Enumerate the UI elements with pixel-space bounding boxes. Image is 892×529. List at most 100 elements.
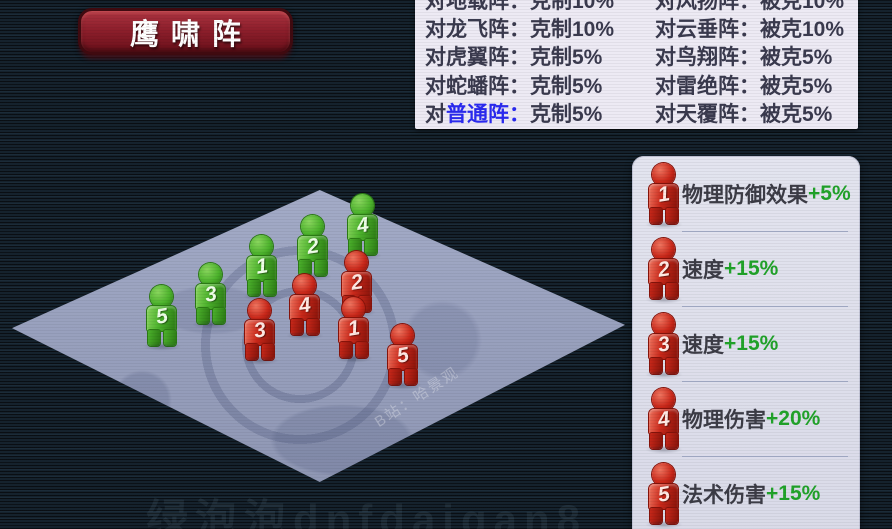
- counter-row: 对风扬阵：被克10%: [655, 0, 844, 16]
- formation-name: 风扬阵: [676, 0, 739, 13]
- effect-item-1: 1 物理防御效果 +5%: [632, 156, 860, 231]
- soldier-legs: [291, 319, 319, 335]
- soldier-head: [301, 215, 324, 238]
- counter-result: 被克5%: [760, 46, 833, 70]
- effect-text: 物理防御效果 +5%: [682, 156, 851, 231]
- soldier-legs: [650, 358, 678, 374]
- soldier-head: [351, 194, 374, 217]
- soldier-number: 5: [154, 304, 170, 329]
- formation-name: 雷绝阵: [676, 74, 739, 98]
- green-soldier-5[interactable]: 5: [142, 285, 182, 351]
- soldier-head: [342, 297, 365, 320]
- soldier-number: 3: [252, 318, 268, 343]
- soldier-number: 4: [355, 213, 371, 238]
- counter-result: 被克10%: [760, 18, 845, 42]
- soldier-number: 3: [656, 332, 672, 357]
- effect-text: 物理伤害 +20%: [682, 381, 820, 456]
- counter-column-disadvantage: 对风扬阵：被克10% 对云垂阵：被克10% 对鸟翔阵：被克5% 对雷绝阵：被克5…: [655, 0, 844, 129]
- soldier-head: [652, 388, 675, 411]
- soldier-legs: [246, 344, 274, 360]
- formation-name: 云垂阵: [676, 18, 739, 42]
- counter-result: 被克5%: [760, 102, 833, 126]
- soldier-legs: [248, 280, 276, 296]
- red-soldier-3[interactable]: 3: [240, 299, 280, 365]
- counter-result: 克制10%: [530, 0, 615, 13]
- soldier-number: 4: [656, 407, 672, 432]
- green-soldier-4[interactable]: 4: [343, 194, 383, 260]
- soldier-head: [199, 263, 222, 286]
- soldier-head: [652, 463, 675, 486]
- formation-name: 虎翼阵: [446, 46, 509, 70]
- soldier-torso: [245, 320, 274, 345]
- bottom-watermark: 绿泡泡dnfdaiqan8: [146, 496, 588, 529]
- soldier-legs: [650, 283, 678, 299]
- counter-row: 对云垂阵：被克10%: [655, 18, 845, 42]
- formation-name: 鸟翔阵: [676, 46, 739, 70]
- soldier-number: 2: [656, 257, 672, 282]
- soldier-torso: [388, 345, 417, 370]
- soldier-head: [293, 274, 316, 297]
- soldier-number: 1: [656, 182, 672, 207]
- effect-text: 速度 +15%: [682, 306, 778, 381]
- soldier-legs: [389, 369, 417, 385]
- soldier-head: [345, 251, 368, 274]
- soldier-legs: [650, 208, 678, 224]
- red-soldier-icon: 4: [644, 388, 684, 454]
- soldier-head: [652, 238, 675, 261]
- effect-value: +20%: [766, 406, 821, 430]
- red-soldier-icon: 1: [644, 163, 684, 229]
- formation-name: 天覆阵: [676, 102, 739, 126]
- effect-text: 速度 +15%: [682, 231, 778, 306]
- effects-panel: 1 物理防御效果 +5% 2 速度 +15% 3 速度 +15%: [632, 156, 860, 529]
- soldier-number: 1: [346, 316, 362, 341]
- effect-label: 速度: [682, 333, 724, 357]
- counter-table: 对地载阵：克制10% 对龙飞阵：克制10% 对虎翼阵：克制5% 对蛇蟠阵：克制5…: [415, 0, 858, 129]
- soldier-number: 2: [349, 270, 365, 295]
- soldier-torso: [342, 272, 371, 297]
- counter-row: 对地载阵：克制10%: [425, 0, 614, 16]
- soldier-torso: [339, 318, 368, 343]
- effect-label: 物理伤害: [682, 408, 766, 432]
- formation-title: 鹰啸阵: [129, 18, 253, 51]
- red-soldier-1[interactable]: 1: [334, 297, 374, 363]
- counter-row: 对雷绝阵：被克5%: [655, 74, 833, 98]
- soldier-torso: [290, 295, 319, 320]
- effect-text: 法术伤害 +15%: [682, 456, 820, 529]
- effect-label: 速度: [682, 258, 724, 282]
- red-soldier-4[interactable]: 4: [285, 274, 325, 340]
- soldier-torso: [348, 215, 377, 240]
- counter-row: 对虎翼阵：克制5%: [425, 46, 603, 70]
- soldier-head: [150, 285, 173, 308]
- soldier-number: 5: [395, 343, 411, 368]
- red-soldier-5[interactable]: 5: [383, 324, 423, 390]
- formation-name: 蛇蟠阵: [446, 74, 509, 98]
- soldier-torso: [649, 484, 678, 509]
- counter-row: 对蛇蟠阵：克制5%: [425, 74, 603, 98]
- soldier-torso: [147, 306, 176, 331]
- counter-result: 克制5%: [530, 74, 603, 98]
- soldier-torso: [649, 334, 678, 359]
- counter-row: 对龙飞阵：克制10%: [425, 18, 615, 42]
- effect-label: 法术伤害: [682, 483, 766, 507]
- soldier-legs: [148, 330, 176, 346]
- soldier-number: 4: [297, 293, 313, 318]
- effect-item-4: 4 物理伤害 +20%: [632, 381, 860, 456]
- soldier-torso: [298, 236, 327, 261]
- formation-title-banner: 鹰啸阵: [78, 8, 293, 55]
- soldier-head: [652, 163, 675, 186]
- effect-value: +15%: [724, 256, 779, 280]
- counter-row-current: 对普通阵：克制5%: [425, 102, 603, 126]
- formation-name: 龙飞阵: [446, 18, 509, 42]
- soldier-number: 5: [656, 482, 672, 507]
- soldier-legs: [650, 433, 678, 449]
- effect-value: +15%: [724, 331, 779, 355]
- soldier-torso: [247, 256, 276, 281]
- counter-row: 对天覆阵：被克5%: [655, 102, 833, 126]
- effect-item-2: 2 速度 +15%: [632, 231, 860, 306]
- formation-name-highlighted: 普通阵: [446, 102, 509, 126]
- green-soldier-3[interactable]: 3: [191, 263, 231, 329]
- counter-result: 克制5%: [530, 46, 603, 70]
- green-soldier-2[interactable]: 2: [293, 215, 333, 281]
- green-soldier-1[interactable]: 1: [242, 235, 282, 301]
